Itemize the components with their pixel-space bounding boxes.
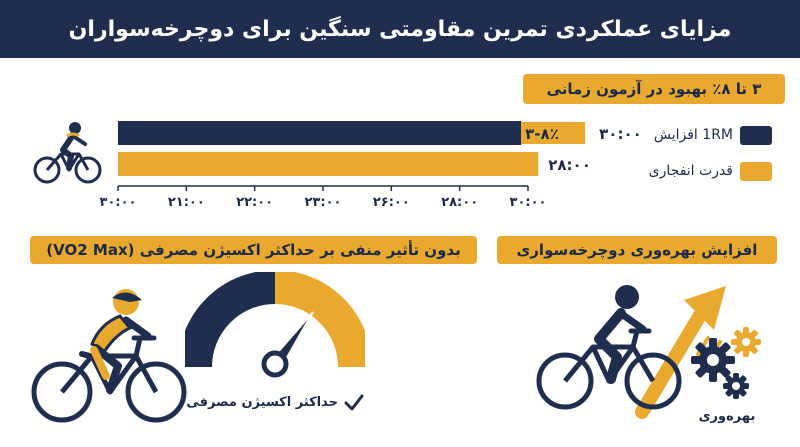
legend-swatch-1rm [740, 126, 772, 145]
x-tick-label-5: ۲۸:۰۰ [441, 195, 478, 210]
page-title: مزایای عملکردی تمرین مقاومتی سنگین برای … [0, 0, 800, 58]
cyclist-icon [31, 289, 187, 423]
x-tick-label-2: ۲۲:۰۰ [236, 195, 273, 210]
x-tick-label-4: ۲۶:۰۰ [373, 195, 410, 210]
gauge-label: حداکثر اکسیژن مصرفی [186, 395, 338, 410]
cyclist-icon [536, 285, 682, 410]
bar-1 [118, 152, 539, 176]
gear-icon [731, 327, 761, 357]
legend-label-power: قدرت انفجاری [648, 163, 733, 179]
gauge-icon [185, 272, 365, 378]
x-tick-label-1: ۲۱:۰۰ [168, 195, 205, 210]
value-label-1: ۲۸:۰۰ [548, 156, 591, 174]
cyclist-icon [33, 122, 102, 184]
legend-label-1rm: 1RM افزایش [653, 127, 733, 143]
time-trial-title: ۳ تا ۸٪ بهبود در آزمون زمانی [523, 74, 785, 104]
gear-icon [723, 373, 749, 399]
bar-label-0: ۳-۸٪ [525, 125, 559, 143]
efficiency-label: بهره‌وری [698, 409, 756, 424]
x-tick-label-3: ۲۳:۰۰ [305, 195, 342, 210]
x-tick-label-0: ۳۰:۰۰ [100, 195, 137, 210]
bar-0 [118, 121, 522, 145]
check-icon [344, 394, 364, 411]
legend-swatch-power [740, 162, 772, 181]
vo2-title: بدون تأثیر منفی بر حداکثر اکسیژن مصرفی (… [30, 236, 477, 264]
efficiency-title: افزایش بهره‌وری دوچرخه‌سواری [497, 236, 777, 264]
bar-label-bg-0 [521, 122, 586, 144]
gear-icon [691, 338, 735, 382]
x-tick-label-6: ۳۰:۰۰ [510, 195, 547, 210]
